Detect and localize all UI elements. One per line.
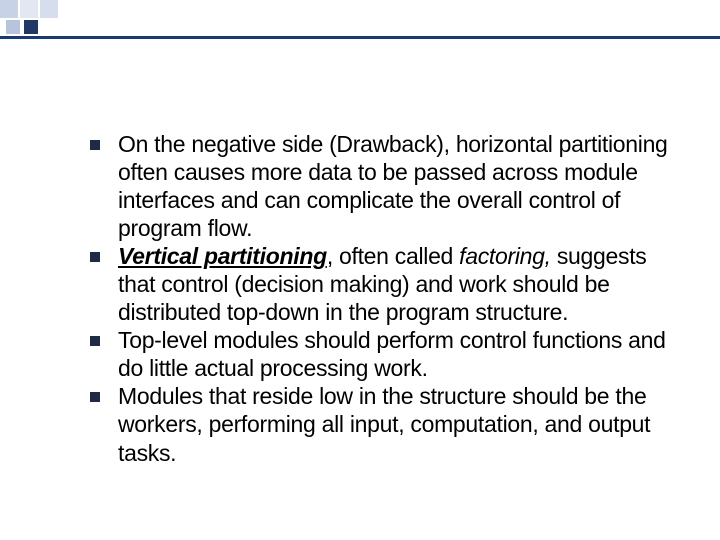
bullet-square-icon — [90, 336, 100, 346]
bullet-item: Modules that reside low in the structure… — [90, 382, 670, 466]
deco-square — [40, 0, 58, 18]
bullet-item: Top-level modules should perform control… — [90, 326, 670, 382]
bullet-list: On the negative side (Drawback), horizon… — [90, 130, 670, 467]
deco-square — [6, 20, 20, 34]
deco-line — [0, 36, 720, 39]
corner-decoration — [0, 0, 180, 40]
bullet-text: Top-level modules should perform control… — [118, 326, 670, 382]
bullet-text: Vertical partitioning, often called fact… — [118, 242, 670, 326]
bullet-square-icon — [90, 392, 100, 402]
bullet-text: On the negative side (Drawback), horizon… — [118, 130, 670, 242]
deco-square — [24, 20, 38, 34]
deco-square — [0, 0, 18, 18]
bullet-text: Modules that reside low in the structure… — [118, 382, 670, 466]
bullet-item: Vertical partitioning, often called fact… — [90, 242, 670, 326]
deco-square — [20, 0, 38, 18]
bullet-square-icon — [90, 252, 100, 262]
bullet-item: On the negative side (Drawback), horizon… — [90, 130, 670, 242]
bullet-square-icon — [90, 140, 100, 150]
